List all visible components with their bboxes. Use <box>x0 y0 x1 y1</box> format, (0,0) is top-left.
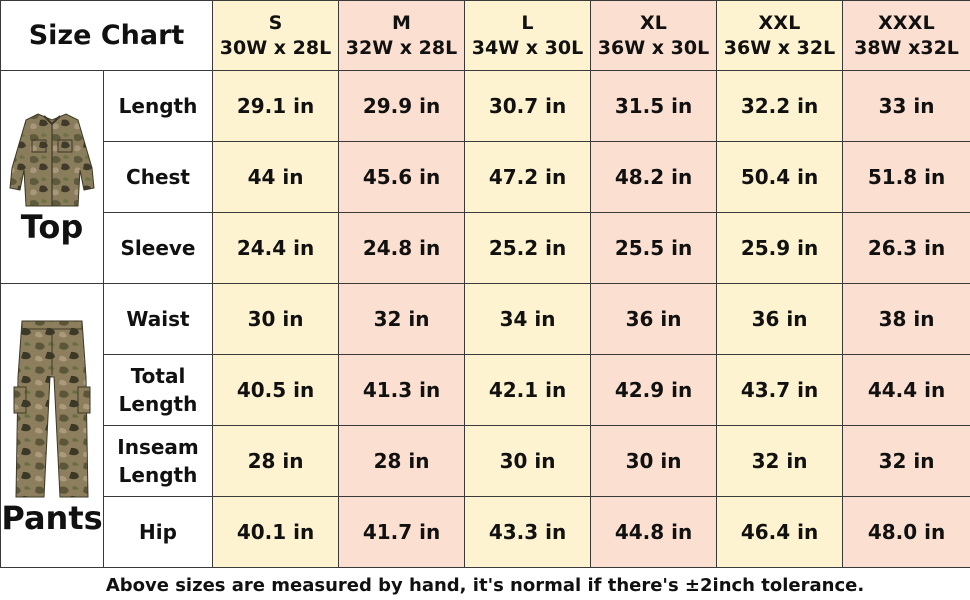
size-name: S <box>268 11 283 34</box>
size-name: XXL <box>758 11 801 34</box>
table-cell: 26.3 in <box>842 212 970 284</box>
table-row: Total Length 40.5 in 41.3 in 42.1 in 42.9… <box>1 354 970 426</box>
size-name: XL <box>639 11 668 34</box>
table-cell: 36 in <box>590 283 718 355</box>
table-cell: 33 in <box>842 70 970 142</box>
table-cell: 46.4 in <box>716 496 844 568</box>
table-cell: 25.2 in <box>464 212 592 284</box>
table-cell: 43.3 in <box>464 496 592 568</box>
table-row: Inseam Length 28 in 28 in 30 in 30 in 32 … <box>1 425 970 497</box>
size-fit: 36W x 32L <box>723 36 836 59</box>
size-fit: 34W x 30L <box>471 36 584 59</box>
table-row: Hip 40.1 in 41.7 in 43.3 in 44.8 in 46.4… <box>1 496 970 568</box>
table-cell: 31.5 in <box>590 70 718 142</box>
table-cell: 25.5 in <box>590 212 718 284</box>
table-cell: 44 in <box>212 141 340 213</box>
table-cell: 40.1 in <box>212 496 340 568</box>
camo-pants-icon <box>13 320 91 497</box>
table-cell: 48.2 in <box>590 141 718 213</box>
table-cell: 29.1 in <box>212 70 340 142</box>
row-label: Sleeve <box>102 212 214 284</box>
table-cell: 42.9 in <box>590 354 718 426</box>
table-cell: 47.2 in <box>464 141 592 213</box>
table-cell: 28 in <box>212 425 340 497</box>
size-fit: 38W x32L <box>854 36 959 59</box>
size-chart-table: Size Chart S 30W x 28L M 32W x 28L L 34W x … <box>0 0 970 568</box>
table-cell: 32 in <box>716 425 844 497</box>
camo-jacket-icon <box>9 113 95 207</box>
table-cell: 30 in <box>212 283 340 355</box>
table-cell: 51.8 in <box>842 141 970 213</box>
table-cell: 41.3 in <box>338 354 466 426</box>
table-cell: 45.6 in <box>338 141 466 213</box>
table-cell: 44.4 in <box>842 354 970 426</box>
table-cell: 24.4 in <box>212 212 340 284</box>
row-label-line: Total <box>130 364 186 388</box>
table-row: Top Length 29.1 in 29.9 in 30.7 in 31.5 … <box>0 70 970 284</box>
tolerance-note: Above sizes are measured by hand, it's n… <box>105 575 865 596</box>
row-label: Total Length <box>102 354 214 426</box>
size-header-xxl: XXL 36W x 32L <box>716 0 844 71</box>
table-cell: 28 in <box>338 425 466 497</box>
table-cell: 43.7 in <box>716 354 844 426</box>
size-name: M <box>391 11 412 34</box>
row-label-line: Length <box>118 392 198 416</box>
chart-title: Size Chart <box>0 0 214 71</box>
table-cell: 30.7 in <box>464 70 592 142</box>
table-cell: 36 in <box>716 283 844 355</box>
table-row: Pants Waist 30 in 32 in 34 in 36 in 36 i… <box>0 283 970 568</box>
size-header-m: M 32W x 28L <box>338 0 466 71</box>
table-cell: 40.5 in <box>212 354 340 426</box>
header-row: Size Chart S 30W x 28L M 32W x 28L L 34W x … <box>0 0 970 71</box>
row-label-line: Inseam <box>117 435 199 459</box>
row-label: Inseam Length <box>102 425 214 497</box>
row-label: Waist <box>102 283 214 355</box>
pants-section-cell: Pants <box>0 283 104 568</box>
table-cell: 42.1 in <box>464 354 592 426</box>
table-cell: 48.0 in <box>842 496 970 568</box>
row-label: Hip <box>102 496 214 568</box>
size-header-xxxl: XXXL 38W x32L <box>842 0 970 71</box>
size-name: XXXL <box>878 11 935 34</box>
table-cell: 41.7 in <box>338 496 466 568</box>
table-row: Sleeve 24.4 in 24.8 in 25.2 in 25.5 in 2… <box>1 212 970 284</box>
row-label: Length <box>102 70 214 142</box>
row-label-line: Length <box>118 463 198 487</box>
row-label: Chest <box>102 141 214 213</box>
table-cell: 30 in <box>464 425 592 497</box>
category-label-pants: Pants <box>1 498 103 537</box>
table-cell: 25.9 in <box>716 212 844 284</box>
table-row: Chest 44 in 45.6 in 47.2 in 48.2 in 50.4… <box>1 141 970 213</box>
table-cell: 24.8 in <box>338 212 466 284</box>
size-header-xl: XL 36W x 30L <box>590 0 718 71</box>
table-cell: 32.2 in <box>716 70 844 142</box>
table-cell: 44.8 in <box>590 496 718 568</box>
size-header-l: L 34W x 30L <box>464 0 592 71</box>
table-cell: 50.4 in <box>716 141 844 213</box>
table-cell: 32 in <box>842 425 970 497</box>
table-cell: 29.9 in <box>338 70 466 142</box>
size-fit: 30W x 28L <box>219 36 332 59</box>
table-cell: 32 in <box>338 283 466 355</box>
table-cell: 30 in <box>590 425 718 497</box>
size-fit: 32W x 28L <box>345 36 458 59</box>
size-header-s: S 30W x 28L <box>212 0 340 71</box>
category-label-top: Top <box>20 208 84 246</box>
size-name: L <box>521 11 534 34</box>
top-section-cell: Top <box>0 70 104 284</box>
table-cell: 34 in <box>464 283 592 355</box>
table-cell: 38 in <box>842 283 970 355</box>
size-fit: 36W x 30L <box>597 36 710 59</box>
